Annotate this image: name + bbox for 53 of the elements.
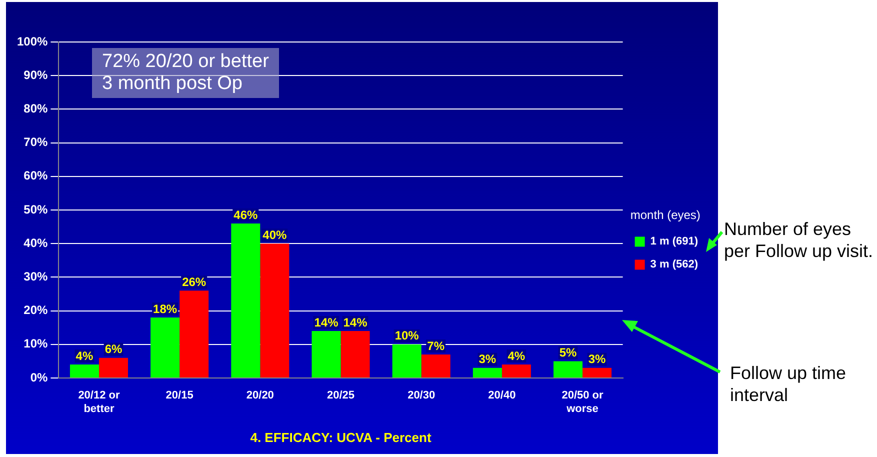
x-tick-label: 20/12 or better	[78, 390, 120, 415]
data-label: 14%	[343, 315, 368, 330]
x-tick-label: 20/25	[326, 390, 355, 402]
x-axis-title: 4. EFFICACY: UCVA - Percent	[250, 430, 432, 445]
x-tick-label: 20/30	[408, 390, 436, 402]
data-label: 5%	[559, 346, 578, 360]
text: Number of eyes per Follow up visit.	[724, 218, 874, 262]
data-label: 3%	[588, 352, 606, 366]
text: Follow up time interval	[730, 362, 848, 406]
data-label: 4%	[508, 348, 526, 363]
data-label: 10%	[394, 328, 420, 343]
y-tick-label: 50%	[24, 202, 48, 216]
data-label: 18%	[153, 302, 178, 316]
y-tick-label: 100%	[16, 34, 48, 48]
legend-label: 3 m (562)	[650, 258, 698, 271]
bar	[392, 344, 422, 378]
x-tick-label: 20/20	[246, 390, 274, 402]
bar	[312, 330, 341, 378]
y-tick-label: 30%	[24, 270, 48, 284]
annotation: 72% 20/20 or better 3 month post Op	[92, 48, 279, 98]
bar	[340, 330, 370, 378]
x-tick-label: 20/15	[166, 390, 194, 402]
data-label: 6%	[104, 342, 122, 356]
y-tick-label: 60%	[24, 168, 48, 183]
bar	[260, 244, 290, 378]
y-tick-label: 70%	[24, 135, 48, 150]
x-tick-label: 20/40	[488, 390, 516, 402]
bar	[150, 318, 180, 378]
y-tick-label: 90%	[24, 68, 48, 82]
x-tick-label: 20/50 or worse	[562, 390, 604, 415]
bar	[70, 364, 99, 378]
bar	[180, 290, 209, 378]
bar	[421, 354, 450, 378]
data-label: 26%	[182, 274, 206, 289]
data-label: 3%	[478, 352, 496, 366]
y-tick-label: 80%	[24, 102, 48, 116]
bar	[231, 223, 260, 378]
legend-title: month (eyes)	[630, 208, 700, 222]
data-label: 46%	[234, 208, 258, 222]
y-tick-label: 40%	[24, 236, 48, 250]
data-label: 7%	[427, 338, 445, 353]
y-tick-label: 0%	[30, 370, 48, 384]
legend-label: 1 m (691)	[650, 236, 698, 248]
data-label: 40%	[262, 228, 287, 242]
bar	[502, 364, 531, 378]
bar	[472, 368, 502, 378]
bar	[98, 358, 128, 378]
y-tick-label: 10%	[24, 336, 48, 351]
y-tick-label: 20%	[24, 303, 48, 318]
data-label: 4%	[76, 348, 94, 363]
data-label: 14%	[314, 315, 339, 330]
bar	[554, 361, 583, 378]
bar	[582, 368, 612, 378]
